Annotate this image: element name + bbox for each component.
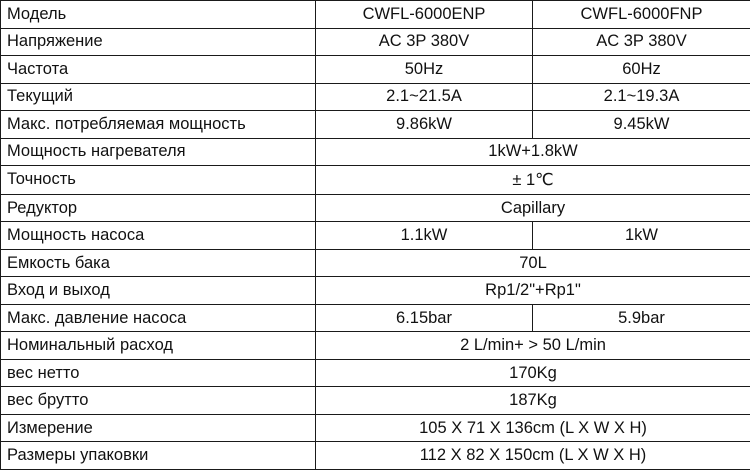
row-value-model-2: 5.9bar [532, 303, 750, 333]
row-value-model-1: 1.1kW [315, 221, 533, 250]
row-value-model-2: 9.45kW [532, 110, 750, 139]
row-label: Вход и выход [0, 276, 316, 305]
row-value-model-1: 6.15bar [315, 303, 533, 333]
table-row: Измерение 105 X 71 X 136cm (L X W X H) [0, 413, 750, 443]
row-label: вес нетто [0, 358, 316, 388]
table-row: Макс. давление насоса 6.15bar 5.9bar [0, 303, 750, 333]
row-value-merged: 187Kg [315, 386, 750, 415]
row-label: Макс. потребляемая мощность [0, 110, 316, 139]
row-value-merged: Capillary [315, 193, 750, 223]
row-value-merged: 70L [315, 248, 750, 278]
row-value-merged: Rp1/2"+Rp1" [315, 276, 750, 305]
row-label: Модель [0, 0, 316, 29]
table-row: вес брутто 187Kg [0, 386, 750, 415]
row-value-model-2: 60Hz [532, 55, 750, 84]
row-label: Редуктор [0, 193, 316, 223]
row-value-model-2: CWFL-6000FNP [532, 0, 750, 29]
table-row: Вход и выход Rp1/2"+Rp1" [0, 276, 750, 305]
row-label: вес брутто [0, 386, 316, 415]
row-label: Номинальный расход [0, 331, 316, 360]
row-value-merged: ± 1℃ [315, 165, 750, 195]
table-row: Напряжение AC 3P 380V AC 3P 380V [0, 27, 750, 56]
table-row: Модель CWFL-6000ENP CWFL-6000FNP [0, 0, 750, 29]
row-value-model-1: 9.86kW [315, 110, 533, 139]
row-label: Мощность нагревателя [0, 137, 316, 166]
row-label: Мощность насоса [0, 221, 316, 250]
row-value-model-2: 2.1~19.3A [532, 82, 750, 111]
row-value-merged: 112 X 82 X 150cm (L X W X H) [315, 441, 750, 470]
row-label: Точность [0, 165, 316, 195]
row-label: Напряжение [0, 27, 316, 56]
table-row: Номинальный расход 2 L/min+ > 50 L/min [0, 331, 750, 360]
table-row: Редуктор Capillary [0, 193, 750, 223]
row-value-model-1: 50Hz [315, 55, 533, 84]
table-row: Размеры упаковки 112 X 82 X 150cm (L X W … [0, 441, 750, 470]
row-label: Емкость бака [0, 248, 316, 278]
row-value-merged: 105 X 71 X 136cm (L X W X H) [315, 413, 750, 443]
row-value-model-2: 1kW [532, 221, 750, 250]
table-row: Макс. потребляемая мощность 9.86kW 9.45kW [0, 110, 750, 139]
row-label: Макс. давление насоса [0, 303, 316, 333]
row-value-model-1: CWFL-6000ENP [315, 0, 533, 29]
table-row: Точность ± 1℃ [0, 165, 750, 195]
row-value-merged: 2 L/min+ > 50 L/min [315, 331, 750, 360]
row-label: Измерение [0, 413, 316, 443]
table-row: Мощность насоса 1.1kW 1kW [0, 221, 750, 250]
table-row: Мощность нагревателя 1kW+1.8kW [0, 137, 750, 166]
row-value-merged: 1kW+1.8kW [315, 137, 750, 166]
table-row: Текущий 2.1~21.5A 2.1~19.3A [0, 82, 750, 111]
row-label: Частота [0, 55, 316, 84]
row-value-merged: 170Kg [315, 358, 750, 388]
row-value-model-1: AC 3P 380V [315, 27, 533, 56]
table-row: вес нетто 170Kg [0, 358, 750, 388]
table-row: Частота 50Hz 60Hz [0, 55, 750, 84]
row-value-model-2: AC 3P 380V [532, 27, 750, 56]
row-label: Текущий [0, 82, 316, 111]
table-row: Емкость бака 70L [0, 248, 750, 278]
row-label: Размеры упаковки [0, 441, 316, 470]
row-value-model-1: 2.1~21.5A [315, 82, 533, 111]
